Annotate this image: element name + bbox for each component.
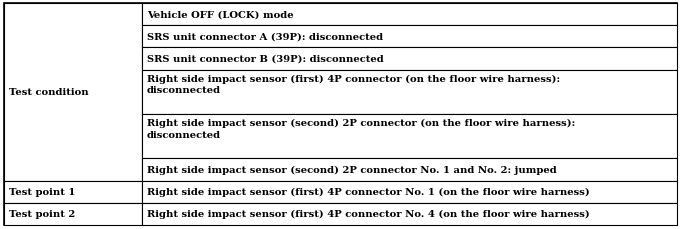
Bar [4,4,142,181]
Bar [142,181,677,203]
Text: Test point 2: Test point 2 [9,210,75,218]
Bar [4,181,142,203]
Bar [142,4,677,26]
Bar [142,70,677,114]
Bar [142,203,677,225]
Text: Right side impact sensor (first) 4P connector (on the floor wire harness):
disco: Right side impact sensor (first) 4P conn… [147,74,560,95]
Text: Right side impact sensor (first) 4P connector No. 4 (on the floor wire harness): Right side impact sensor (first) 4P conn… [147,210,590,218]
Text: Right side impact sensor (second) 2P connector No. 1 and No. 2: jumped: Right side impact sensor (second) 2P con… [147,165,556,174]
Text: Test point 1: Test point 1 [9,187,76,196]
Bar [142,26,677,48]
Text: Right side impact sensor (second) 2P connector (on the floor wire harness):
disc: Right side impact sensor (second) 2P con… [147,118,575,139]
Bar [142,159,677,181]
Text: Vehicle OFF (LOCK) mode: Vehicle OFF (LOCK) mode [147,11,294,19]
Bar [4,203,142,225]
Text: Right side impact sensor (first) 4P connector No. 1 (on the floor wire harness): Right side impact sensor (first) 4P conn… [147,187,590,196]
Text: Test condition: Test condition [9,88,89,97]
Text: SRS unit connector A (39P): disconnected: SRS unit connector A (39P): disconnected [147,33,383,42]
Bar [142,48,677,70]
Bar [142,114,677,159]
Text: SRS unit connector B (39P): disconnected: SRS unit connector B (39P): disconnected [147,55,383,64]
